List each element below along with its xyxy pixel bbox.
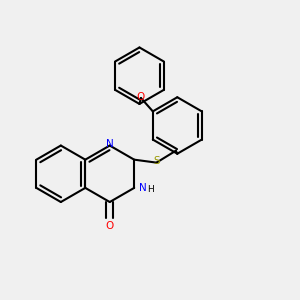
Text: S: S (153, 156, 160, 166)
Text: N: N (106, 139, 114, 149)
Text: N: N (139, 183, 146, 193)
Text: O: O (106, 221, 114, 231)
Text: O: O (137, 92, 145, 101)
Text: H: H (147, 185, 153, 194)
